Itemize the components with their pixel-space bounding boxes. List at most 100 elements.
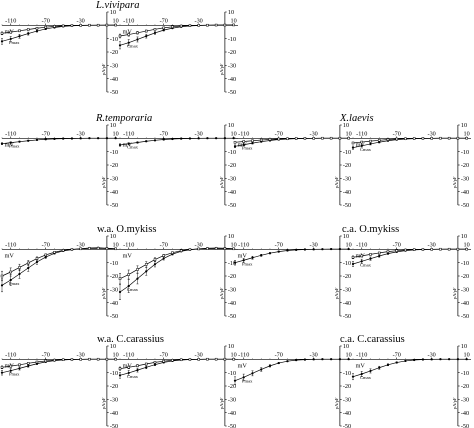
data-point <box>0 366 4 369</box>
data-point <box>9 278 12 282</box>
data-point <box>430 137 433 140</box>
data-point <box>18 266 21 269</box>
chart-group-0: -110 -70 -30 1010-10-20-30-40-50mVpA/pFPmax… <box>0 9 238 96</box>
x-tick-label: -30 <box>195 130 203 137</box>
data-point <box>386 250 390 253</box>
y-tick-label: -50 <box>343 313 351 320</box>
y-tick-label: 10 <box>110 343 116 350</box>
data-point <box>277 250 280 253</box>
data-point <box>145 270 148 273</box>
data-point <box>118 44 122 47</box>
data-point <box>206 137 209 140</box>
series-line <box>1 137 116 145</box>
data-point <box>44 25 47 29</box>
series-line <box>1 358 116 368</box>
x-tick-label: -110 <box>123 241 134 248</box>
data-point <box>118 290 122 294</box>
data-point <box>35 257 39 260</box>
data-point <box>303 358 307 361</box>
y-tick-label: -30 <box>228 397 236 404</box>
x-tick-label: -30 <box>195 351 203 358</box>
data-point <box>312 358 315 361</box>
data-point <box>171 137 174 141</box>
data-point <box>465 358 468 361</box>
data-point <box>395 137 398 141</box>
series-label: Pmax <box>242 261 253 266</box>
y-tick-label: -50 <box>110 202 118 209</box>
x-tick-label: -110 <box>5 241 16 248</box>
data-point <box>260 254 263 257</box>
data-point <box>61 24 65 28</box>
y-tick-label: 10 <box>461 233 467 240</box>
y-tick-label: -40 <box>228 300 236 307</box>
x-tick-label: -110 <box>123 130 134 137</box>
y-tick-label: -30 <box>228 287 236 294</box>
data-point <box>360 372 363 376</box>
series-line <box>119 248 234 279</box>
data-point <box>53 137 56 140</box>
data-point <box>96 357 100 361</box>
y-tick-label: -10 <box>110 149 118 156</box>
data-point <box>9 364 12 368</box>
data-point <box>118 34 122 38</box>
series-line <box>1 247 116 277</box>
data-point <box>260 368 263 371</box>
y-tick-label: 10 <box>228 9 234 16</box>
y-tick-label: -40 <box>343 189 351 196</box>
data-point <box>88 247 91 250</box>
chart-group-5: -110 -70 -30 1010-10-20-30-40-50mVpA/pFPmax… <box>0 343 238 428</box>
y-tick-label: 10 <box>228 122 234 129</box>
data-point <box>369 253 372 256</box>
series-label: Cmax <box>127 374 139 379</box>
y-axis-label: pA/pF <box>334 287 339 299</box>
data-point <box>136 38 139 41</box>
title-text: c.a. C.carassius <box>340 334 405 345</box>
x-tick-label: -70 <box>393 351 401 358</box>
chart-group-1: -110 -70 -30 1010-10-20-30-40-50mVpA/pFPmax… <box>0 122 238 209</box>
data-point <box>330 247 333 251</box>
data-point <box>421 137 425 140</box>
series-line <box>119 137 234 146</box>
data-point <box>321 248 324 251</box>
data-point <box>251 256 254 259</box>
series-line <box>234 358 349 381</box>
y-tick-label: -30 <box>228 63 236 70</box>
data-point <box>369 369 372 373</box>
data-point <box>347 358 350 361</box>
data-point <box>61 358 65 361</box>
data-point <box>412 248 416 251</box>
x-tick-label: -110 <box>5 351 16 358</box>
data-point <box>79 358 82 361</box>
y-axis-label: pA/pF <box>219 397 224 409</box>
data-point <box>9 141 12 144</box>
data-point <box>70 24 74 27</box>
data-point <box>105 23 109 27</box>
x-tick-label: -70 <box>160 351 168 358</box>
data-point <box>136 369 139 372</box>
y-tick-label: 10 <box>343 343 349 350</box>
data-point <box>369 142 372 146</box>
data-point <box>378 254 381 258</box>
x-tick-label: -110 <box>356 130 367 137</box>
y-tick-label: -10 <box>228 36 236 43</box>
data-point <box>430 358 433 361</box>
y-tick-label: -20 <box>343 162 351 169</box>
data-point <box>268 138 272 141</box>
data-point <box>232 23 235 27</box>
x-tick-label: -70 <box>42 17 50 24</box>
data-point <box>233 261 237 264</box>
data-point <box>26 261 30 265</box>
y-axis-label: pA/pF <box>452 287 457 299</box>
data-point <box>321 358 324 361</box>
x-axis-label: mV <box>238 362 248 369</box>
y-tick-label: 10 <box>228 233 234 240</box>
y-tick-label: -30 <box>343 397 351 404</box>
y-tick-label: 10 <box>228 343 234 350</box>
chart-group-6: -110 -70 -30 1010-10-20-30-40-50mVpA/pFPmax… <box>233 343 471 428</box>
y-tick-label: -20 <box>228 49 236 56</box>
data-point <box>153 263 157 266</box>
